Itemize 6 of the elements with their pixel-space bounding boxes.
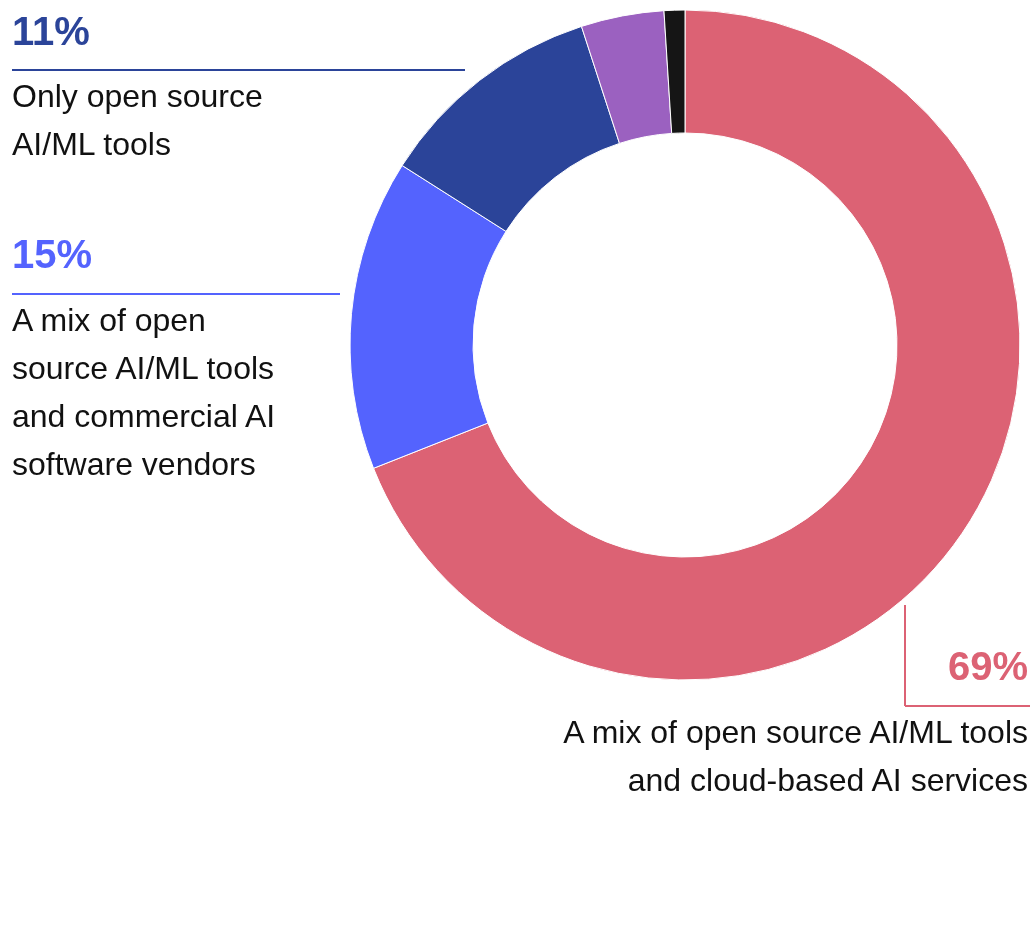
slice-label: A mix of open source AI/ML tools and commercial AI software vendors xyxy=(12,302,276,482)
slice-label: Only open source AI/ML tools xyxy=(12,78,263,162)
data-label: 69% xyxy=(947,644,1028,688)
legend-label: A mix of open source AI/ML tools and cloud-based AI services xyxy=(563,714,1028,798)
data-label: 11% xyxy=(12,9,90,53)
data-label: 15% xyxy=(12,232,93,276)
